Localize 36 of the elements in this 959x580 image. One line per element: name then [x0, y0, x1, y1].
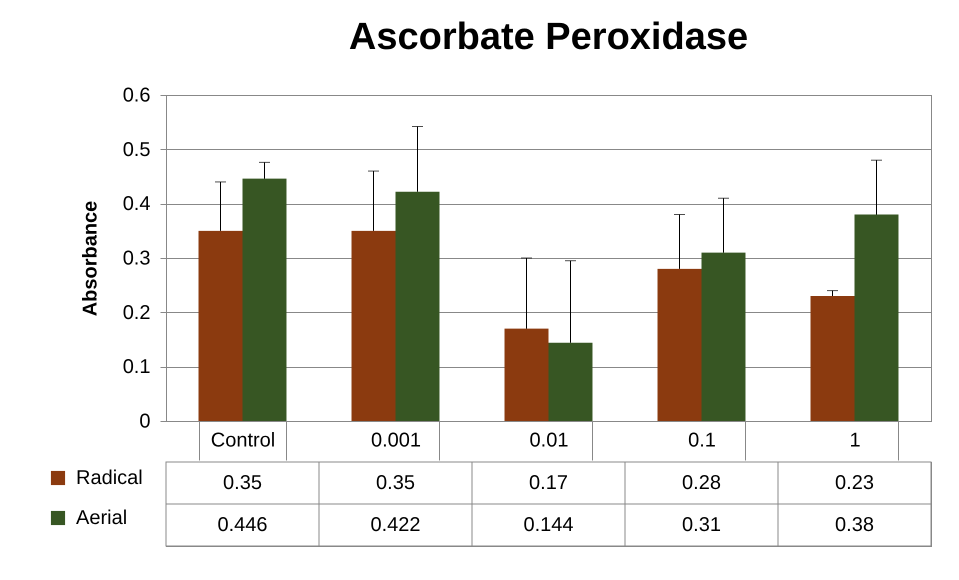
y-tick-label: 0.3	[122, 248, 150, 270]
bar	[702, 252, 746, 421]
bar	[504, 328, 548, 421]
data-label: 0.35	[376, 472, 415, 494]
legend-label: Aerial	[76, 507, 128, 529]
data-label: 0.23	[835, 472, 874, 494]
bar	[198, 230, 242, 421]
y-tick-label: 0.6	[122, 84, 150, 106]
x-tick-label: 1	[849, 430, 861, 452]
bar	[548, 342, 592, 421]
y-tick-label: 0.1	[122, 356, 150, 378]
data-label: 0.422	[370, 514, 421, 536]
x-tick-label: 0.01	[530, 430, 568, 452]
bar	[352, 230, 396, 421]
data-label: 0.28	[682, 472, 721, 494]
bar	[854, 214, 898, 421]
data-label: 0.38	[835, 514, 874, 536]
data-label: 0.446	[217, 514, 268, 536]
y-tick-label: 0.2	[122, 302, 150, 324]
bar	[810, 296, 854, 421]
y-tick-label: 0.5	[122, 138, 150, 161]
x-tick-label: 0.001	[370, 430, 422, 452]
x-tick-label: 0.1	[688, 430, 716, 452]
data-label: 0.17	[529, 472, 568, 494]
bar	[658, 268, 702, 421]
data-label: 0.35	[223, 472, 262, 494]
legend-label: Radical	[76, 467, 143, 489]
y-axis-title: Absorbance	[80, 200, 102, 316]
data-label: 0.144	[523, 514, 574, 536]
x-tick-label: Control	[210, 430, 276, 452]
data-label: 0.31	[682, 514, 721, 536]
y-tick-label: 0.4	[122, 193, 150, 216]
chart-title: Ascorbate Peroxidase	[348, 16, 748, 58]
y-tick-label: 0	[139, 410, 150, 432]
bar	[396, 192, 440, 421]
bar	[242, 178, 286, 421]
